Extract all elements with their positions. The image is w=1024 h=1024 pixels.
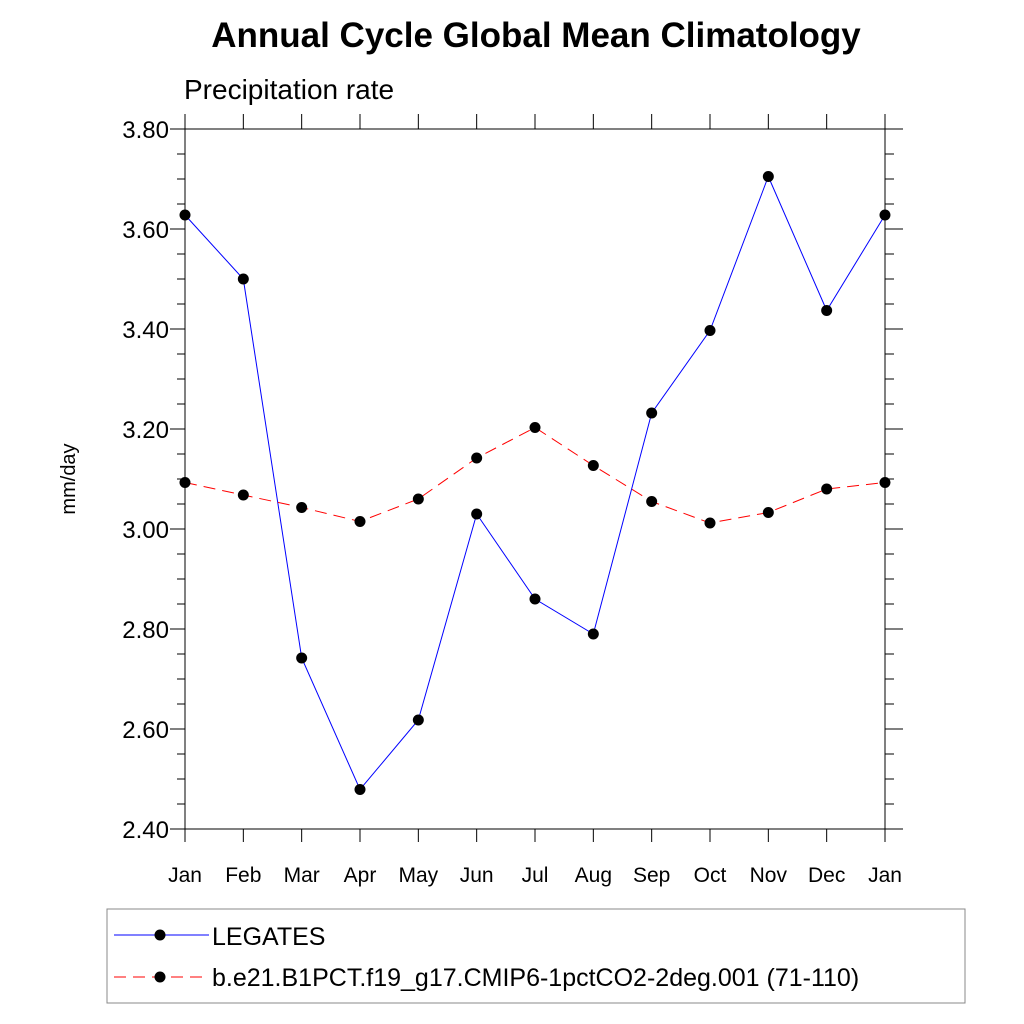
x-tick-label: Jan: [868, 864, 902, 887]
data-point: [179, 477, 191, 488]
data-point: [646, 407, 658, 419]
y-tick-labels: 2.40 2.60 2.80 3.00 3.20 3.40 3.60 3.80: [122, 117, 169, 844]
y-tick-label: 3.00: [122, 517, 169, 544]
series-0: [179, 171, 891, 795]
data-point: [762, 171, 774, 182]
x-tick-label: Aug: [575, 864, 612, 887]
legend-marker-model: [154, 971, 166, 983]
data-point: [529, 422, 541, 433]
data-point: [471, 508, 483, 520]
x-tick-label: Dec: [808, 864, 845, 887]
y-tick-label: 2.80: [122, 617, 169, 644]
chart-title: Annual Cycle Global Mean Climatology: [211, 16, 861, 55]
x-tick-label: May: [398, 864, 438, 887]
legend-label-model: b.e21.B1PCT.f19_g17.CMIP6-1pctCO2-2deg.0…: [212, 964, 859, 992]
data-point: [879, 477, 891, 488]
x-tick-label: Apr: [344, 864, 377, 887]
data-point: [879, 209, 891, 221]
x-tick-label: Jan: [168, 864, 202, 887]
data-point: [412, 714, 424, 726]
data-point: [296, 502, 308, 513]
legend-marker-legates: [154, 929, 166, 941]
data-point: [646, 496, 658, 507]
chart-subtitle: Precipitation rate: [184, 74, 394, 105]
x-tick-label: Jul: [522, 864, 549, 887]
legend: LEGATES b.e21.B1PCT.f19_g17.CMIP6-1pctCO…: [106, 908, 966, 1004]
y-tick-label: 3.60: [122, 217, 169, 244]
x-tick-label: Nov: [750, 864, 788, 887]
data-point: [354, 516, 366, 527]
series-line: [184, 175, 886, 791]
y-tick-label: 3.80: [122, 117, 169, 144]
data-point: [587, 628, 599, 640]
series-line: [184, 426, 886, 524]
x-tick-labels: Jan Feb Mar Apr May Jun Jul Aug Sep Oct Nov Dec Jan: [168, 864, 902, 887]
data-point: [529, 593, 541, 605]
x-tick-label: Sep: [633, 864, 670, 887]
data-point: [587, 460, 599, 471]
x-tick-label: Oct: [694, 864, 727, 887]
data-point: [821, 305, 833, 316]
y-axis-label: mm/day: [58, 443, 80, 514]
y-tick-label: 3.20: [122, 417, 169, 444]
series-1: [179, 422, 891, 529]
data-point: [704, 325, 716, 336]
legend-label-legates: LEGATES: [212, 923, 325, 951]
data-point: [237, 489, 249, 501]
series-layer: [179, 171, 891, 795]
data-point: [354, 784, 366, 795]
x-tick-label: Feb: [225, 864, 261, 887]
y-tick-label: 2.60: [122, 717, 169, 744]
y-tick-label: 3.40: [122, 317, 169, 344]
legend-box: [106, 908, 966, 1004]
data-point: [179, 209, 191, 221]
data-point: [237, 273, 249, 285]
plot-frame: [184, 128, 886, 830]
data-point: [296, 652, 308, 664]
x-tick-label: Mar: [284, 864, 320, 887]
x-tick-label: Jun: [460, 864, 494, 887]
data-point: [704, 517, 716, 529]
data-point: [821, 483, 833, 495]
data-point: [412, 493, 424, 505]
data-point: [762, 507, 774, 518]
data-point: [471, 452, 483, 464]
axis-ticks: [170, 114, 903, 842]
y-tick-label: 2.40: [122, 817, 169, 844]
